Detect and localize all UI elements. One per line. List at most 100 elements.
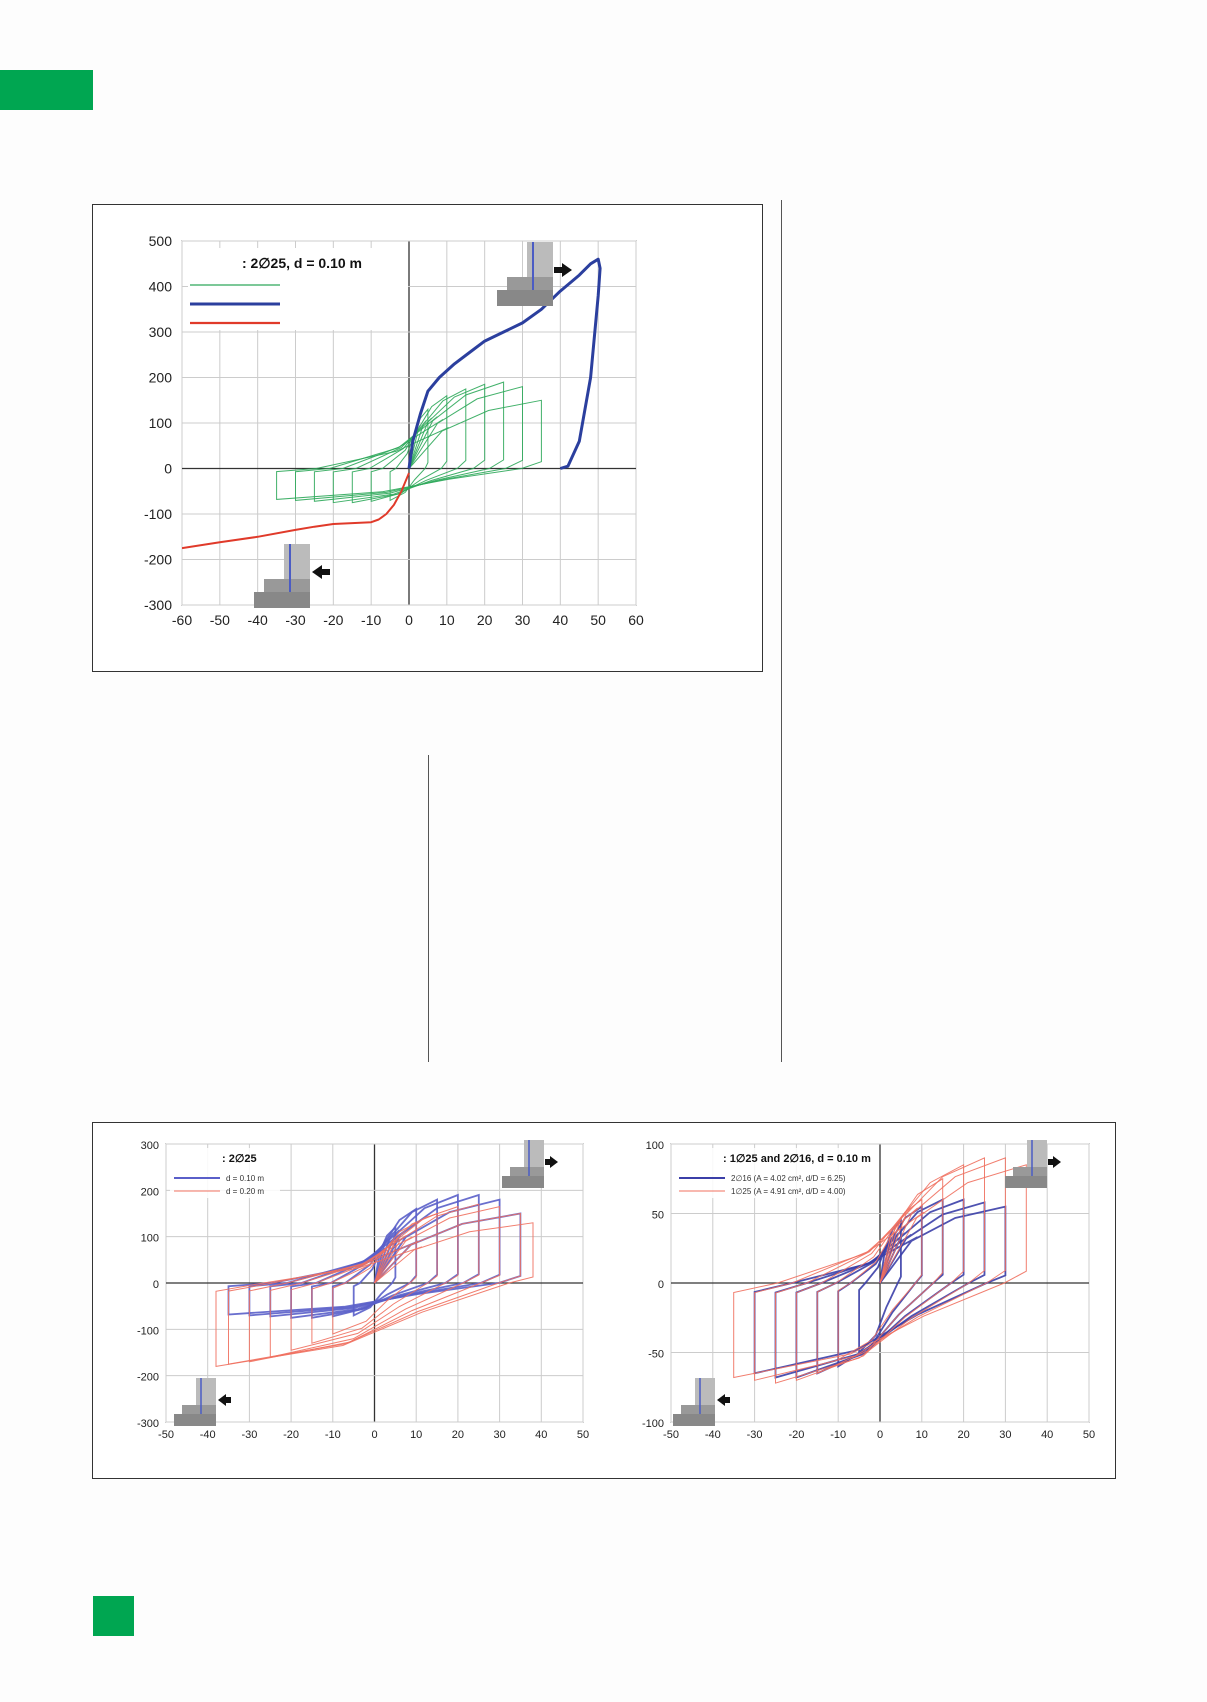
- figure-2-right-legend-entry-1: 2∅16 (A = 4.02 cm², d/D = 6.25): [731, 1174, 846, 1183]
- x-tick-label: -10: [361, 612, 381, 628]
- hysteresis-loop: [775, 1157, 985, 1384]
- y-tick-label: -100: [137, 1325, 159, 1337]
- x-tick-label: -50: [158, 1429, 174, 1441]
- hysteresis-loop: [816, 1177, 944, 1375]
- x-tick-label: 20: [452, 1429, 464, 1441]
- hysteresis-loop: [276, 399, 542, 500]
- figure-2-right-legend-entry-2: 1∅25 (A = 4.91 cm², d/D = 4.00): [731, 1187, 846, 1196]
- y-tick-label: 0: [164, 461, 172, 477]
- x-tick-label: 50: [577, 1429, 589, 1441]
- x-tick-label: 30: [999, 1429, 1011, 1441]
- x-tick-label: -40: [200, 1429, 216, 1441]
- y-tick-label: -300: [137, 1418, 159, 1430]
- x-tick-label: 0: [877, 1429, 883, 1441]
- hysteresis-loop: [351, 388, 467, 504]
- hysteresis-loop: [352, 1225, 397, 1317]
- column-divider-middle: [428, 755, 429, 1062]
- column-divider-right: [781, 200, 782, 1062]
- figure-1-legend-title: : 2∅25, d = 0.10 m: [242, 255, 362, 271]
- x-tick-label: -40: [705, 1429, 721, 1441]
- y-tick-label: -200: [144, 552, 172, 568]
- series-1-25-a-4-91-cm-d-d-4-00-: [733, 1157, 1027, 1384]
- x-tick-label: -20: [323, 612, 343, 628]
- x-tick-label: -30: [285, 612, 305, 628]
- y-tick-label: -300: [144, 597, 172, 613]
- y-tick-label: 50: [652, 1210, 664, 1222]
- figure-2-right-legend: : 1∅25 and 2∅16, d = 0.10 m 2∅16 (A = 4.…: [675, 1148, 871, 1198]
- series-monotonic-pull: [182, 472, 410, 550]
- x-tick-label: 50: [590, 612, 606, 628]
- y-tick-label: 400: [149, 279, 173, 295]
- page-corner-tab-bottom: [93, 1596, 134, 1636]
- x-tick-label: 40: [553, 612, 569, 628]
- y-tick-label: 200: [141, 1186, 159, 1198]
- page-corner-tab-top: [0, 70, 93, 110]
- x-tick-label: -50: [663, 1429, 679, 1441]
- load-direction-icon-push-small: [502, 1140, 558, 1188]
- x-tick-label: 20: [477, 612, 493, 628]
- hysteresis-loop: [228, 1212, 521, 1365]
- hysteresis-loop: [332, 1221, 417, 1335]
- figure-2-left-chart: -50 -40 -30 -20 -10 0 10 20 30 40 503002001000-100…: [137, 1140, 589, 1441]
- series-cyclic: [276, 381, 542, 504]
- hysteresis-loop: [370, 394, 448, 502]
- x-tick-label: 10: [439, 612, 455, 628]
- y-tick-label: 0: [658, 1279, 664, 1291]
- figure-2-left-legend: : 2∅25 d = 0.10 m d = 0.20 m: [170, 1148, 280, 1198]
- figure-2-left-legend-title: : 2∅25: [222, 1153, 257, 1165]
- x-tick-label: -50: [210, 612, 230, 628]
- x-tick-label: -30: [747, 1429, 763, 1441]
- y-tick-label: -100: [144, 506, 172, 522]
- hysteresis-loop: [248, 1205, 501, 1363]
- y-tick-label: -100: [642, 1418, 664, 1430]
- x-tick-label: 50: [1083, 1429, 1095, 1441]
- hysteresis-loop: [754, 1157, 1006, 1381]
- y-tick-label: 500: [149, 233, 173, 249]
- x-tick-label: 60: [628, 612, 644, 628]
- hysteresis-loop: [290, 1205, 459, 1351]
- load-direction-icon-push-small-2: [1005, 1140, 1061, 1188]
- hysteresis-loop: [269, 1203, 480, 1358]
- x-tick-label: -10: [325, 1429, 341, 1441]
- hysteresis-loop: [733, 1164, 1027, 1379]
- figure-1-chart: -60 -50 -40 -30 -20 -10 0 10 20 30 40 50 60500400300…: [144, 233, 644, 628]
- y-tick-label: 100: [646, 1140, 664, 1152]
- x-tick-label: -60: [172, 612, 192, 628]
- x-tick-label: 10: [410, 1429, 422, 1441]
- y-tick-label: -200: [137, 1372, 159, 1384]
- x-tick-label: -10: [830, 1429, 846, 1441]
- figure-1-legend: : 2∅25, d = 0.10 m: [188, 248, 408, 330]
- y-tick-label: 100: [149, 415, 173, 431]
- figure-2-right-chart: -50 -40 -30 -20 -10 0 10 20 30 40 50100500-50-100 …: [642, 1140, 1095, 1441]
- y-tick-label: 100: [141, 1233, 159, 1245]
- hysteresis-loop: [215, 1222, 534, 1367]
- load-direction-icon-pull: [254, 544, 330, 608]
- figure-2-left-legend-entry-1: d = 0.10 m: [226, 1174, 264, 1183]
- x-tick-label: 0: [405, 612, 413, 628]
- x-tick-label: 40: [1041, 1429, 1053, 1441]
- load-direction-icon-push: [497, 242, 572, 306]
- y-tick-label: 0: [153, 1279, 159, 1291]
- y-tick-label: 300: [149, 324, 173, 340]
- series-monotonic-push: [407, 257, 602, 470]
- hysteresis-loop: [332, 383, 486, 504]
- hysteresis-loop: [313, 381, 505, 502]
- x-tick-label: 30: [515, 612, 531, 628]
- x-tick-label: 40: [535, 1429, 547, 1441]
- hysteresis-loop: [795, 1163, 965, 1382]
- x-tick-label: 10: [916, 1429, 928, 1441]
- figure-2-left-legend-entry-2: d = 0.20 m: [226, 1187, 264, 1196]
- y-tick-label: 300: [141, 1140, 159, 1152]
- y-tick-label: -50: [648, 1349, 664, 1361]
- x-tick-label: 20: [957, 1429, 969, 1441]
- hysteresis-loop: [311, 1212, 438, 1344]
- x-tick-label: 0: [371, 1429, 377, 1441]
- load-direction-icon-pull-small: [174, 1378, 231, 1426]
- hysteresis-loop: [295, 385, 523, 501]
- x-tick-label: -40: [248, 612, 268, 628]
- x-tick-label: -20: [283, 1429, 299, 1441]
- y-tick-label: 200: [149, 370, 173, 386]
- figure-2-right-legend-title: : 1∅25 and 2∅16, d = 0.10 m: [723, 1153, 871, 1165]
- series-d-0-20-m: [215, 1203, 534, 1367]
- x-tick-label: 30: [493, 1429, 505, 1441]
